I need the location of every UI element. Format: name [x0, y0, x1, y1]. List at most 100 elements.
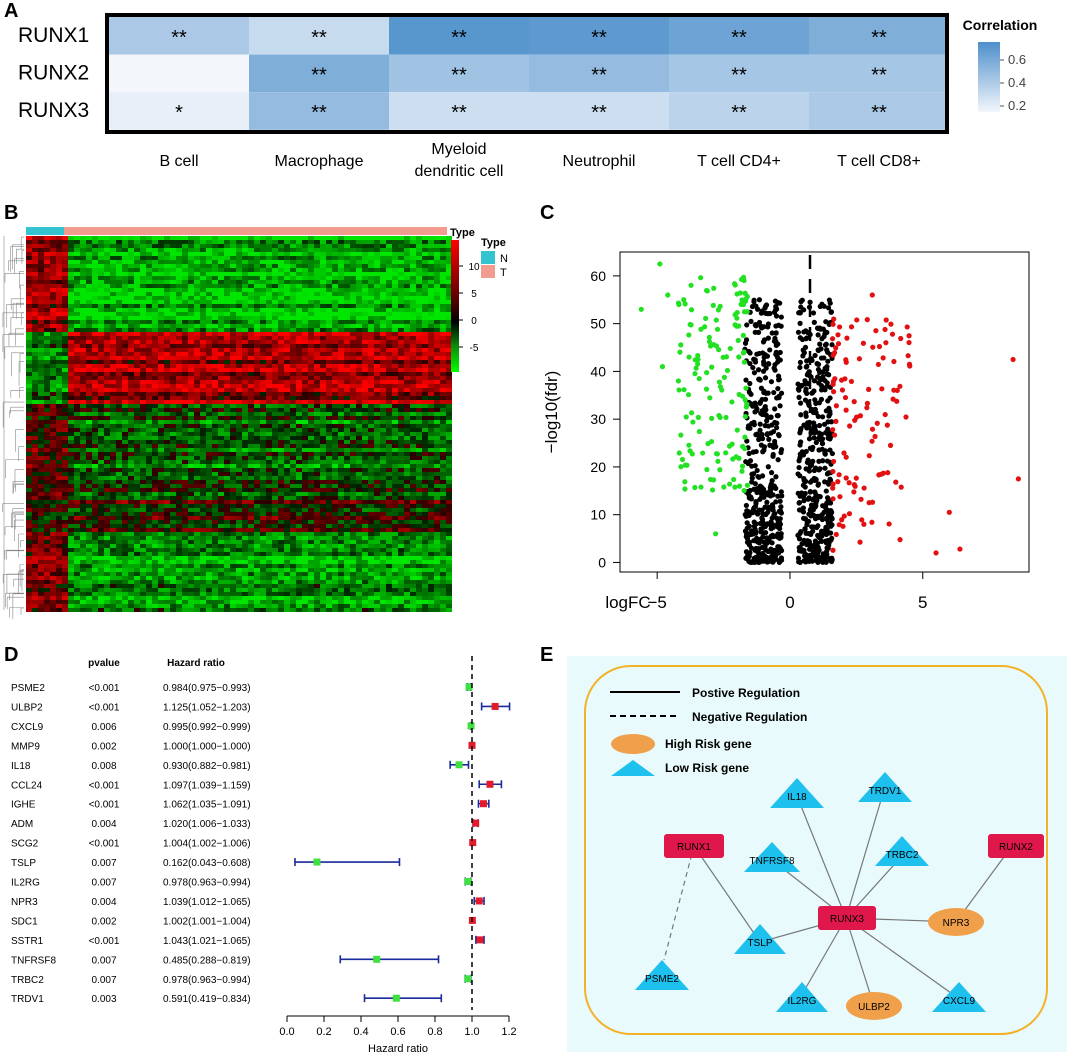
volcano-point: [755, 329, 762, 335]
heatmap-cell: [389, 92, 529, 130]
volcano-point: [839, 387, 846, 393]
volcano-point: [743, 459, 749, 465]
forest-gene: TRBC2: [11, 975, 44, 986]
volcano-point: [812, 424, 818, 430]
node-trbc2-shape: [875, 836, 929, 866]
volcano-point: [695, 414, 701, 420]
volcano-point: [692, 484, 698, 491]
volcano-point: [826, 372, 832, 378]
volcano-point: [710, 302, 716, 308]
volcano-point: [686, 442, 692, 448]
forest-hr-text: 1.004(1.002−1.006): [163, 839, 251, 850]
volcano-point: [775, 457, 781, 463]
volcano-point: [767, 310, 773, 317]
node-trdv1: TRDV1: [869, 786, 902, 797]
heatmap-cell: [669, 54, 809, 93]
volcano-point: [858, 496, 864, 502]
volcano-point: [822, 479, 828, 485]
heatmap-cell: [669, 92, 809, 130]
volcano-point: [876, 343, 883, 350]
edge-runx3-ulbp2: [845, 917, 875, 1007]
edge-runx1-tslp: [693, 845, 761, 943]
network-border: [584, 665, 1048, 1035]
volcano-point: [819, 336, 825, 342]
volcano-point: [889, 331, 896, 337]
forest-pvalue: 0.006: [91, 722, 116, 733]
volcano-point: [765, 324, 771, 330]
volcano-point: [695, 353, 701, 359]
volcano-point: [763, 529, 769, 536]
volcano-point: [744, 482, 750, 488]
volcano-point: [737, 290, 743, 296]
volcano-point: [764, 535, 770, 541]
volcano-point: [822, 451, 828, 457]
volcano-point: [815, 413, 821, 420]
volcano-point: [750, 364, 756, 371]
volcano-point: [869, 499, 876, 505]
volcano-point: [797, 364, 803, 371]
volcano-point: [714, 326, 721, 332]
volcano-point: [825, 537, 831, 544]
volcano-point: [825, 419, 831, 425]
volcano-point: [830, 547, 836, 553]
volcano-point: [735, 337, 741, 344]
y-tick: 10: [590, 507, 606, 523]
volcano-point: [695, 361, 701, 367]
significance-mark: **: [451, 65, 467, 87]
expression-heatmap: Type 10 5 0 -5 Type NT: [2, 227, 508, 620]
volcano-point: [676, 450, 682, 456]
significance-mark: **: [591, 27, 607, 49]
volcano-point: [736, 354, 742, 360]
volcano-point: [749, 475, 755, 481]
volcano-point: [773, 474, 779, 480]
node-cxcl9: CXCL9: [943, 996, 976, 1007]
volcano-point: [817, 341, 823, 347]
volcano-point: [745, 425, 751, 431]
volcano-point: [803, 364, 809, 370]
volcano-point: [800, 347, 806, 353]
volcano-point: [698, 275, 704, 281]
volcano-point: [761, 389, 767, 396]
forest-pvalue: <0.001: [89, 702, 120, 713]
volcano-point: [876, 472, 882, 478]
significance-mark: **: [451, 102, 467, 124]
volcano-point: [873, 328, 879, 334]
volcano-point: [846, 511, 853, 517]
volcano-point: [766, 436, 772, 442]
volcano-point: [747, 380, 753, 387]
volcano-point: [806, 555, 812, 561]
legend-high-risk: High Risk gene: [665, 737, 752, 751]
forest-point: [491, 702, 499, 710]
heatmap-cell: [669, 17, 809, 55]
volcano-point: [866, 386, 872, 392]
forest-gene: IL2RG: [11, 878, 40, 889]
forest-point: [476, 936, 484, 944]
volcano-point: [732, 484, 738, 490]
volcano-point: [833, 418, 839, 424]
volcano-point: [866, 453, 872, 459]
volcano-point: [946, 509, 952, 515]
forest-hr-text: 0.591(0.419−0.834): [163, 994, 251, 1005]
volcano-point: [795, 329, 802, 335]
volcano-point: [825, 305, 832, 311]
volcano-point: [869, 426, 876, 432]
volcano-point: [815, 366, 822, 373]
volcano-point: [812, 352, 818, 359]
volcano-point: [825, 520, 831, 526]
node-il18-shape: [770, 778, 824, 808]
volcano-point: [723, 414, 729, 421]
volcano-point: [716, 347, 722, 353]
forest-pvalue: 0.004: [91, 897, 116, 908]
forest-gene: SCG2: [11, 839, 39, 850]
forest-point: [465, 683, 473, 691]
volcano-point: [778, 390, 785, 396]
panel-letter-c: C: [540, 202, 555, 224]
volcano-point: [740, 350, 747, 356]
volcano-point: [830, 458, 837, 465]
volcano-point: [758, 385, 765, 391]
node-il2rg: IL2RG: [788, 996, 817, 1007]
volcano-point: [824, 347, 830, 353]
volcano-point: [711, 285, 717, 291]
volcano-point: [773, 499, 779, 505]
